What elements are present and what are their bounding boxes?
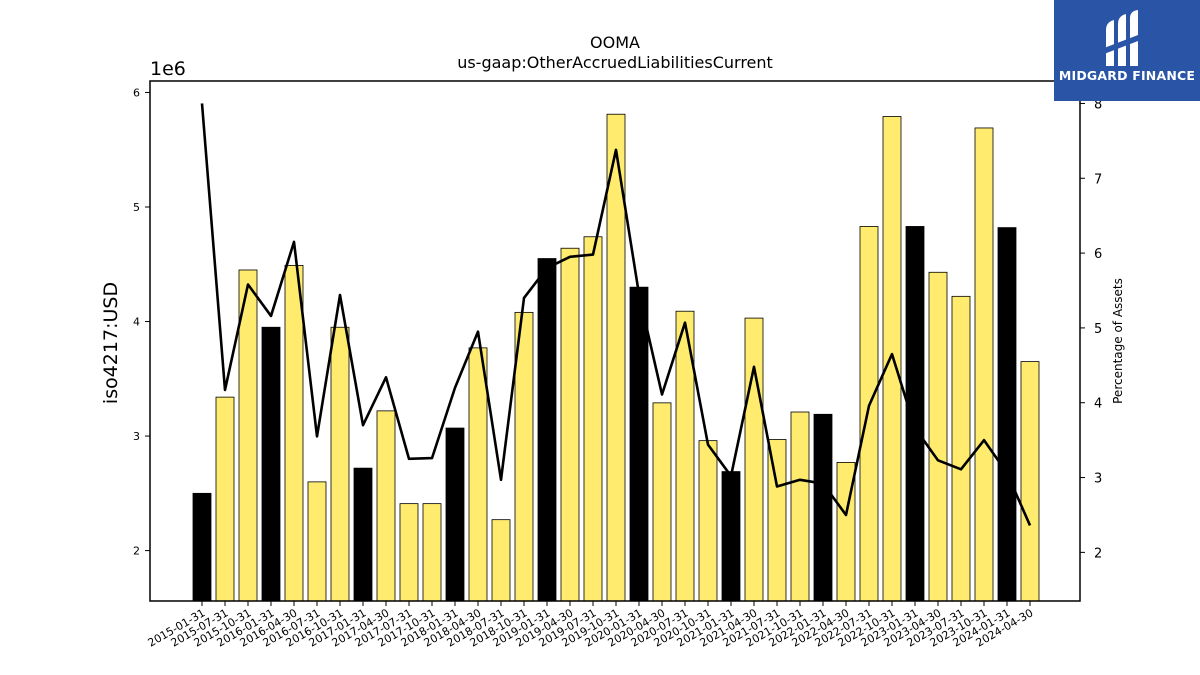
bar-2023-04-30	[928, 271, 948, 602]
percentage-line-group	[200, 103, 1032, 526]
bar-2022-07-31	[859, 226, 879, 602]
bar-2021-01-31	[721, 471, 741, 602]
bar-2015-07-31	[215, 396, 235, 602]
chart-title: OOMA	[590, 33, 640, 52]
bar-2017-10-31	[422, 503, 442, 602]
plot-frame	[149, 80, 1081, 602]
bar-2017-04-30	[376, 410, 396, 602]
bar-2017-01-31	[353, 467, 373, 602]
y-tick-label-4: 4	[133, 316, 140, 329]
bar-2015-10-31	[238, 269, 258, 602]
y2-tick-label-5: 5	[1094, 322, 1102, 337]
y2-axis-label: Percentage of Assets	[1111, 278, 1125, 404]
bar-2015-01-31	[192, 492, 212, 602]
y-tick-label-5: 5	[133, 201, 140, 214]
chart-subtitle: us-gaap:OtherAccruedLiabilitiesCurrent	[457, 53, 773, 72]
y-tick-label-2: 2	[133, 545, 140, 558]
y2-tick-label-7: 7	[1094, 172, 1102, 187]
bar-2022-10-31	[882, 116, 902, 602]
y2-tick-label-6: 6	[1094, 247, 1102, 262]
bar-2019-01-31	[537, 258, 557, 602]
y2-tick-label-4: 4	[1094, 397, 1102, 412]
bar-2023-07-31	[951, 295, 971, 602]
bar-2017-07-31	[399, 503, 419, 602]
y2-tick-label-8: 8	[1094, 97, 1102, 112]
bar-2022-01-31	[813, 413, 833, 602]
bar-2020-04-30	[652, 402, 672, 602]
bar-2023-01-31	[905, 226, 925, 602]
bar-2018-01-31	[445, 427, 465, 602]
bar-2016-07-31	[307, 481, 327, 602]
bar-2021-10-31	[790, 411, 810, 602]
y-multiplier-label: 1e6	[150, 58, 186, 80]
midgard-logo-icon	[1104, 10, 1146, 66]
bar-2016-10-31	[330, 326, 350, 602]
bar-2016-04-30	[284, 265, 304, 602]
y-axis-label: iso4217:USD	[100, 282, 122, 404]
midgard-logo: MIDGARD FINANCE	[1054, 0, 1200, 101]
y-tick-label-6: 6	[133, 86, 140, 99]
bar-2021-07-31	[767, 439, 787, 602]
bar-2020-01-31	[629, 286, 649, 602]
logo-text: MIDGARD FINANCE	[1058, 68, 1196, 83]
bar-2019-04-30	[560, 247, 580, 602]
bar-2024-04-30	[1020, 361, 1040, 602]
bar-2018-07-31	[491, 519, 511, 602]
bar-2024-01-31	[997, 227, 1017, 602]
bar-2018-04-30	[468, 347, 488, 602]
percentage-line	[200, 103, 1032, 526]
y2-tick-label-2: 2	[1094, 546, 1102, 561]
y-tick-label-3: 3	[133, 430, 140, 443]
bars-group	[192, 113, 1040, 602]
bar-2016-01-31	[261, 326, 281, 602]
y2-tick-label-3: 3	[1094, 472, 1102, 487]
bar-2021-04-30	[744, 317, 764, 602]
bar-2023-10-31	[974, 127, 994, 602]
bar-2019-07-31	[583, 236, 603, 602]
bar-2020-10-31	[698, 440, 718, 602]
